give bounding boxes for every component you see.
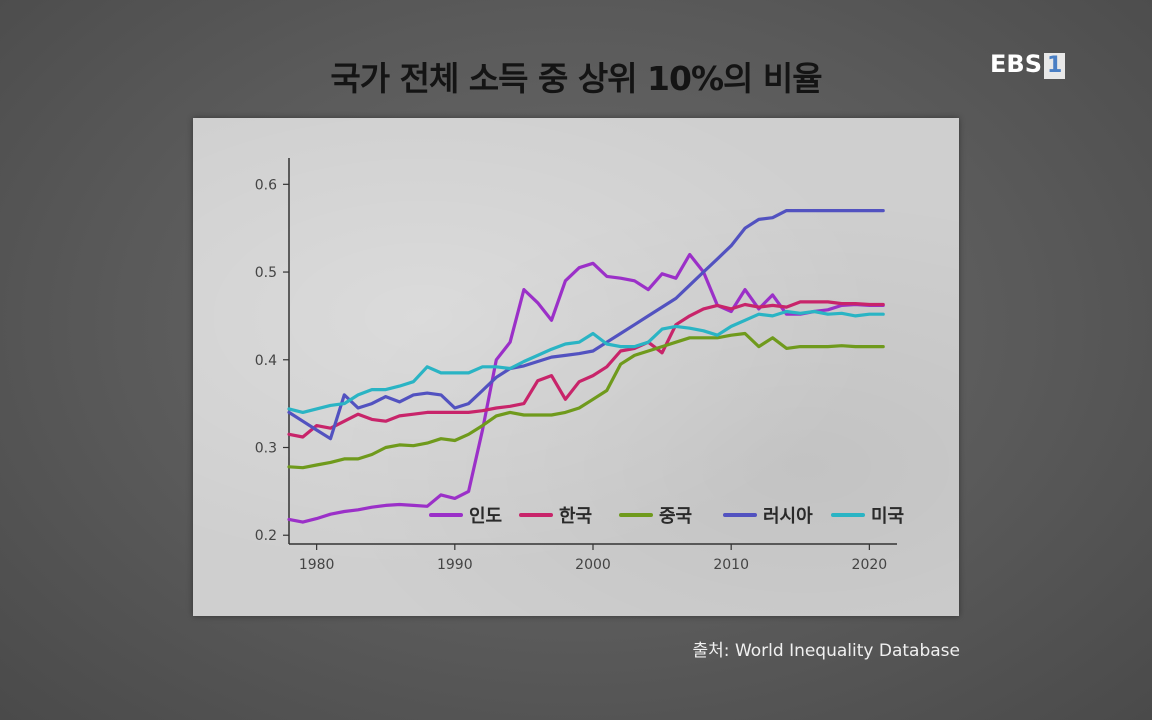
- x-tick-label: 1980: [299, 557, 335, 573]
- broadcaster-logo: EBS 1: [990, 50, 1066, 79]
- y-tick-label: 0.5: [255, 265, 277, 281]
- source-caption: 출처: World Inequality Database: [692, 641, 960, 661]
- series-line-2: [287, 331, 885, 470]
- y-tick-label: 0.4: [255, 353, 277, 369]
- series-line-3: [287, 208, 885, 441]
- x-tick-label: 1990: [437, 557, 473, 573]
- legend-label: 인도: [469, 506, 502, 527]
- logo-text: EBS: [990, 50, 1042, 78]
- legend-label: 미국: [871, 506, 904, 527]
- x-tick-label: 2000: [575, 557, 611, 573]
- series-line-1: [287, 300, 885, 439]
- legend-label: 중국: [659, 506, 692, 527]
- chart-paper: 0.2 0.3 0.4 0.5 0.6 1980 1990 2000 2010 2020 인도 한국 중…: [193, 118, 959, 616]
- line-chart: 0.2 0.3 0.4 0.5 0.6 1980 1990 2000 2010 2020 인도 한국 중…: [255, 158, 904, 573]
- series-line-4: [287, 309, 885, 414]
- logo-channel: 1: [1043, 53, 1066, 79]
- legend-label: 한국: [559, 506, 592, 527]
- y-tick-label: 0.3: [255, 441, 277, 457]
- y-tick-label: 0.2: [255, 528, 277, 544]
- x-tick-label: 2010: [713, 557, 749, 573]
- legend-label: 러시아: [763, 506, 813, 527]
- x-tick-label: 2020: [852, 557, 888, 573]
- page-title: 국가 전체 소득 중 상위 10%의 비율: [330, 59, 822, 98]
- y-tick-label: 0.6: [255, 177, 277, 193]
